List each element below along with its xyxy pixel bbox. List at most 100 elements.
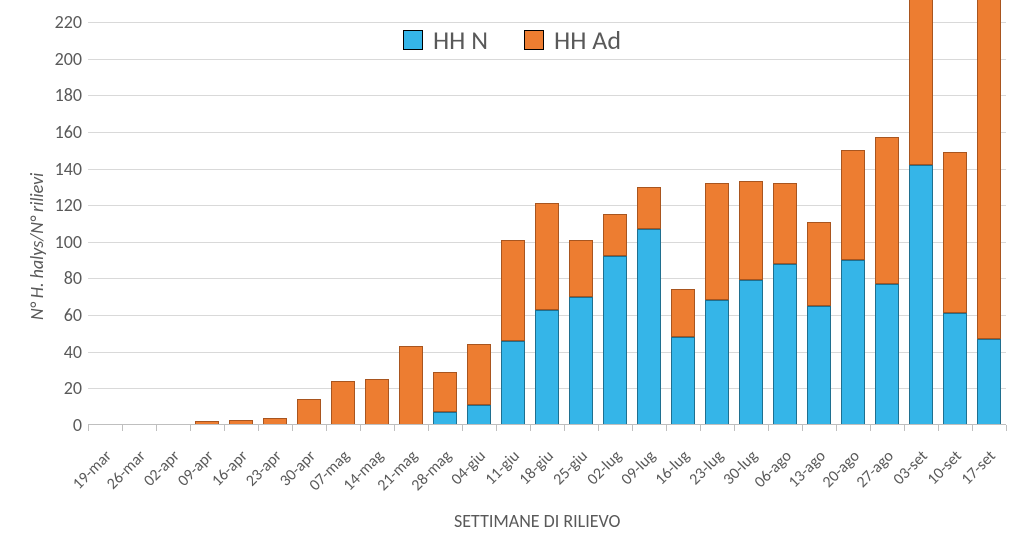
bar-group [705, 22, 729, 425]
legend-item-ad: HH Ad [524, 24, 621, 56]
bar-seg-ad [297, 399, 321, 425]
bar-group [637, 22, 661, 425]
bar-group [535, 22, 559, 425]
bar-group [943, 22, 967, 425]
bar-seg-ad [535, 203, 559, 309]
bar-seg-n [773, 264, 797, 425]
bar-group [671, 22, 695, 425]
bar-group [773, 22, 797, 425]
x-tick-label: 02-lug [583, 447, 625, 489]
x-axis-line [88, 424, 1006, 425]
bar-seg-n [943, 313, 967, 425]
bar-seg-ad [399, 346, 423, 425]
bar-seg-ad [637, 187, 661, 229]
bar-group [433, 22, 457, 425]
bar-seg-n [501, 341, 525, 425]
bar-seg-ad [433, 372, 457, 412]
legend: HH N HH Ad [0, 24, 1024, 56]
bar-seg-ad [569, 240, 593, 297]
bar-group [127, 22, 151, 425]
x-tick-label: 09-lug [617, 447, 659, 489]
x-tick-label: 06-ago [751, 447, 796, 492]
y-tick-label: 60 [0, 304, 82, 326]
bar-seg-n [637, 229, 661, 425]
bar-seg-n [705, 300, 729, 425]
x-tick-label: 27-ago [853, 447, 898, 492]
y-tick-label: 140 [0, 158, 82, 180]
x-axis-title-text: SETTIMANE DI RILIEVO [454, 510, 620, 532]
x-tick-label: 25-giu [549, 447, 591, 489]
x-tick-label: 23-apr [242, 447, 286, 491]
y-tick-labels: 020406080100120140160180200220 [0, 22, 82, 425]
x-tick-label: 18-giu [515, 447, 557, 489]
bar-seg-ad [705, 183, 729, 300]
x-tick-mark [1006, 425, 1007, 431]
bar-seg-ad [807, 222, 831, 306]
bar-seg-n [671, 337, 695, 425]
bar-group [229, 22, 253, 425]
x-axis-title: SETTIMANE DI RILIEVO [454, 510, 620, 532]
x-tick-label: 04-giu [447, 447, 489, 489]
bar-seg-ad [365, 379, 389, 425]
x-tick-label: 23-lug [685, 447, 727, 489]
bar-seg-n [807, 306, 831, 425]
bar-group [263, 22, 287, 425]
x-tick-label: 13-ago [785, 447, 830, 492]
bar-seg-n [603, 256, 627, 425]
bar-group [399, 22, 423, 425]
legend-swatch-n [403, 30, 423, 50]
x-tick-label: 02-apr [140, 447, 184, 491]
bar-seg-ad [331, 381, 355, 425]
x-tick-label: 03-set [890, 447, 932, 489]
bar-group [161, 22, 185, 425]
y-tick-label: 100 [0, 231, 82, 253]
legend-swatch-ad [524, 30, 544, 50]
bar-group [875, 22, 899, 425]
bar-group [297, 22, 321, 425]
bar-seg-n [841, 260, 865, 425]
bar-seg-ad [875, 137, 899, 284]
x-tick-label: 09-apr [174, 447, 218, 491]
bar-group [909, 22, 933, 425]
bar-seg-ad [671, 289, 695, 337]
x-tick-label: 16-lug [651, 447, 693, 489]
bar-group [603, 22, 627, 425]
y-tick-label: 40 [0, 341, 82, 363]
x-tick-label: 10-set [924, 447, 966, 489]
x-tick-label: 16-apr [208, 447, 252, 491]
y-tick-label: 160 [0, 121, 82, 143]
legend-label-n: HH N [433, 24, 488, 56]
y-tick-label: 20 [0, 377, 82, 399]
bar-group [807, 22, 831, 425]
y-tick-label: 180 [0, 84, 82, 106]
bar-group [977, 22, 1001, 425]
legend-item-n: HH N [403, 24, 488, 56]
bar-seg-n [875, 284, 899, 425]
legend-label-ad: HH Ad [554, 24, 621, 56]
bar-seg-ad [467, 344, 491, 404]
bar-seg-ad [841, 150, 865, 260]
y-tick-label: 120 [0, 194, 82, 216]
bar-seg-n [739, 280, 763, 425]
x-tick-labels: 19-mar26-mar02-apr09-apr16-apr23-apr30-a… [88, 430, 1006, 500]
bar-seg-ad [773, 183, 797, 264]
bar-group [467, 22, 491, 425]
bar-seg-n [467, 405, 491, 425]
bar-seg-ad [943, 152, 967, 313]
bar-group [569, 22, 593, 425]
bar-group [93, 22, 117, 425]
bar-seg-ad [603, 214, 627, 256]
x-tick-label: 17-set [958, 447, 1000, 489]
chart-root: N° H. halys/N° rilievi 02040608010012014… [0, 0, 1024, 541]
bar-group [841, 22, 865, 425]
bar-group [501, 22, 525, 425]
bar-seg-n [909, 165, 933, 425]
bar-seg-n [569, 297, 593, 425]
bar-seg-ad [501, 240, 525, 341]
bar-seg-ad [739, 181, 763, 280]
y-tick-label: 0 [0, 414, 82, 436]
bar-group [331, 22, 355, 425]
x-tick-label: 20-ago [819, 447, 864, 492]
y-tick-label: 80 [0, 267, 82, 289]
plot-area [88, 22, 1006, 425]
